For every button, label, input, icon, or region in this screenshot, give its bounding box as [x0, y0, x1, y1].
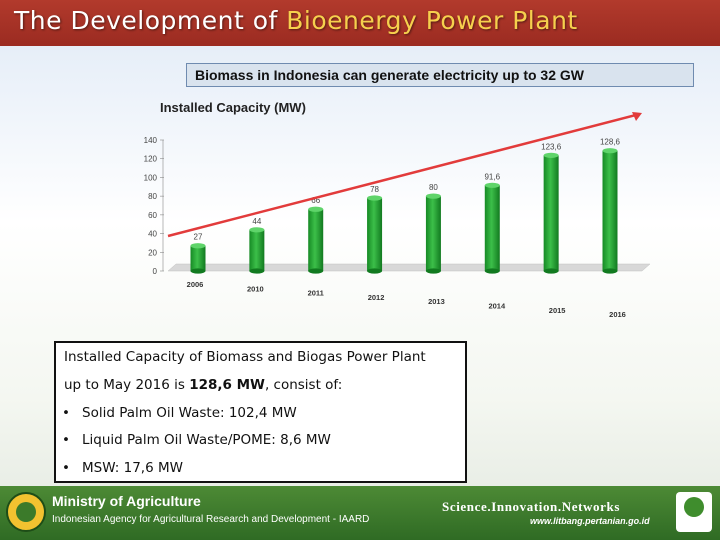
x-tick-label: 2011: [308, 289, 324, 298]
x-axis-labels: 2006 2010 2011 2012 2013 2014 2015 2016: [187, 280, 626, 319]
subtitle-box: Biomass in Indonesia can generate electr…: [186, 63, 694, 87]
website-link[interactable]: www.litbang.pertanian.go.id: [530, 516, 650, 526]
title-highlight: Bioenergy Power Plant: [286, 6, 578, 35]
capacity-chart: Installed Capacity (MW) 0 20 40 60 80 100 120 1…: [144, 100, 651, 319]
x-tick-label: 2015: [549, 306, 566, 315]
bar: [190, 245, 206, 271]
info-box: Installed Capacity of Biomass and Biogas…: [54, 341, 467, 483]
bar-base: [543, 268, 559, 274]
bar-top: [484, 182, 500, 188]
bar-top: [308, 206, 324, 212]
bar-base: [249, 268, 265, 274]
y-tick-label: 60: [148, 211, 157, 220]
bar-base: [367, 268, 383, 274]
bullet-marker: •: [62, 432, 70, 448]
data-label: 123,6: [541, 142, 562, 151]
title-bar: The Development of Bioenergy Power Plant: [0, 0, 720, 46]
bar-base: [308, 268, 324, 274]
bar-base: [190, 268, 206, 274]
bar: [367, 198, 383, 271]
chart-title: Installed Capacity (MW): [160, 100, 306, 115]
title-prefix: The Development of: [14, 6, 278, 35]
chart-floor: [167, 263, 651, 272]
subtitle: Biomass in Indonesia can generate electr…: [195, 67, 584, 83]
bar-series: 27 44 66 78 80 91,6 123,6 128,6: [190, 138, 621, 274]
info-line-2-prefix: up to May 2016 is: [64, 377, 185, 393]
bar-top: [602, 148, 618, 154]
data-label: 66: [311, 196, 320, 205]
bullet-item: • Solid Palm Oil Waste: 102,4 MW: [62, 405, 297, 421]
y-tick-label: 0: [153, 267, 158, 276]
data-label: 44: [252, 217, 261, 226]
x-tick-label: 2010: [247, 284, 264, 293]
slide-title: The Development of Bioenergy Power Plant: [14, 6, 578, 35]
tagline: Science.Innovation.Networks: [442, 499, 620, 514]
ministry-logo-icon: [6, 492, 46, 532]
bar: [425, 196, 441, 271]
bar-top: [543, 152, 559, 158]
info-line-2: up to May 2016 is 128,6 MW, consist of:: [64, 377, 342, 393]
bar: [602, 150, 618, 271]
trend-arrowhead: [632, 112, 642, 121]
data-label: 27: [194, 233, 203, 242]
x-tick-label: 2013: [428, 297, 445, 306]
y-axis: 0 20 40 60 80 100 120 140: [144, 136, 164, 276]
bar: [249, 229, 265, 271]
bar-base: [484, 268, 500, 274]
y-tick-label: 40: [148, 230, 157, 239]
info-total-capacity: 128,6 MW: [189, 377, 265, 393]
y-tick-label: 20: [148, 248, 157, 257]
bar: [484, 185, 500, 271]
agency-name: Indonesian Agency for Agricultural Resea…: [52, 514, 370, 525]
y-tick-label: 140: [144, 136, 158, 145]
data-label: 128,6: [600, 138, 621, 147]
data-label: 91,6: [484, 172, 500, 181]
bullet-text: Solid Palm Oil Waste: 102,4 MW: [82, 405, 297, 421]
bar: [308, 209, 324, 271]
agency-logo-icon: [676, 492, 712, 532]
bullet-item: • Liquid Palm Oil Waste/POME: 8,6 MW: [62, 432, 331, 448]
info-line-1: Installed Capacity of Biomass and Biogas…: [64, 349, 426, 365]
footer: Ministry of Agriculture Indonesian Agenc…: [0, 486, 720, 540]
data-label: 80: [429, 183, 438, 192]
trend-arrow: [167, 113, 637, 238]
bar: [543, 155, 559, 271]
x-tick-label: 2016: [609, 310, 626, 319]
ministry-name: Ministry of Agriculture: [52, 493, 201, 509]
y-tick-label: 80: [148, 192, 157, 201]
bar-top: [190, 243, 206, 249]
bar-base: [602, 268, 618, 274]
data-label: 78: [370, 185, 379, 194]
x-tick-label: 2012: [368, 293, 385, 302]
bullet-item: • MSW: 17,6 MW: [62, 460, 183, 476]
y-tick-label: 120: [144, 155, 158, 164]
bar-top: [249, 227, 265, 233]
x-tick-label: 2006: [187, 280, 204, 289]
bar-top: [425, 193, 441, 199]
info-line-2-suffix: , consist of:: [264, 377, 343, 393]
bar-top: [367, 195, 383, 201]
y-tick-label: 100: [144, 173, 158, 182]
bullet-text: Liquid Palm Oil Waste/POME: 8,6 MW: [82, 432, 331, 448]
x-tick-label: 2014: [488, 302, 506, 311]
bar-base: [425, 268, 441, 274]
bullet-text: MSW: 17,6 MW: [82, 460, 183, 476]
bullet-marker: •: [62, 460, 70, 476]
bullet-marker: •: [62, 405, 70, 421]
